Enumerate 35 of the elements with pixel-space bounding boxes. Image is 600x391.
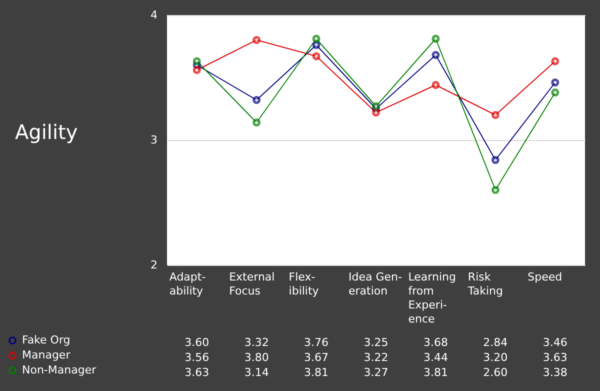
data-label: 2.60: [483, 366, 508, 379]
data-label: 3.46: [542, 336, 568, 349]
x-tick-label: External Focus: [229, 270, 275, 298]
x-tick-label: Idea Gen- eration: [348, 270, 402, 298]
data-label: 3.32: [244, 336, 269, 349]
data-label: 3.68: [423, 336, 448, 349]
data-label: 3.56: [184, 351, 210, 364]
data-label: 3.22: [364, 351, 388, 364]
y-tick-label: 2: [150, 258, 158, 272]
data-label: 2.84: [483, 336, 508, 349]
x-tick-label: Learning from Experi- ence: [408, 270, 456, 326]
data-label: 3.14: [244, 366, 269, 379]
data-label: 3.81: [423, 366, 448, 379]
legend-label: Fake Org: [22, 334, 70, 346]
x-tick-label: Risk Taking: [466, 270, 503, 298]
legend-label: Manager: [22, 348, 71, 362]
x-tick-label: Speed: [528, 270, 562, 284]
legend-label: Non-Manager: [22, 364, 97, 376]
data-label: 3.27: [364, 366, 388, 379]
x-tick-label: Flex- ibility: [288, 270, 320, 298]
data-label: 3.63: [184, 366, 210, 379]
text: Agility: [15, 120, 78, 144]
data-label: 3.25: [364, 336, 388, 349]
data-label: 3.44: [423, 351, 448, 364]
y-tick-label: 3: [150, 134, 158, 146]
data-label: 3.63: [542, 351, 568, 364]
data-label: 3.67: [304, 351, 329, 364]
y-tick-label: 4: [150, 8, 158, 22]
data-label: 3.80: [244, 351, 269, 364]
data-label: 3.76: [304, 336, 329, 349]
x-tick-label: Adapt- ability: [169, 270, 206, 298]
data-label: 3.38: [542, 366, 568, 379]
data-label: 3.81: [304, 366, 329, 379]
data-label: 3.60: [184, 336, 210, 349]
data-label: 3.20: [483, 351, 508, 364]
